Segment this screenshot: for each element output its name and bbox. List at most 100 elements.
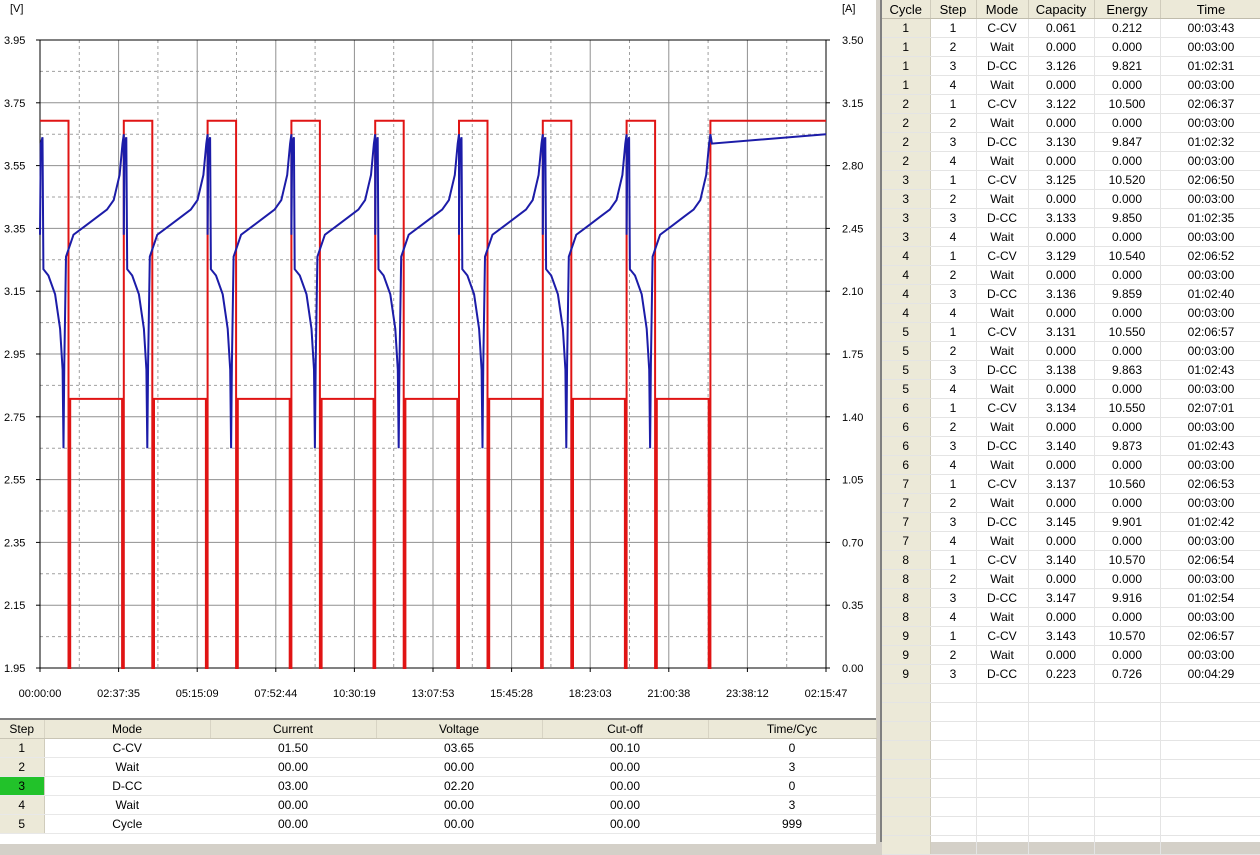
result-row[interactable]: 8 1 C-CV 3.140 10.570 02:06:54	[882, 550, 1260, 570]
step-index-cell[interactable]: 5	[0, 814, 45, 834]
result-row[interactable]: 4 1 C-CV 3.129 10.540 02:06:52	[882, 246, 1260, 266]
result-col-header[interactable]: Capacity	[1028, 0, 1095, 19]
result-row[interactable]: 7 1 C-CV 3.137 10.560 02:06:53	[882, 474, 1260, 494]
result-row[interactable]: 2 4 Wait 0.000 0.000 00:03:00	[882, 151, 1260, 171]
result-row[interactable]: 8 4 Wait 0.000 0.000 00:03:00	[882, 607, 1260, 627]
step-cell[interactable]: 0	[708, 738, 876, 758]
result-row[interactable]: 1 3 D-CC 3.126 9.821 01:02:31	[882, 56, 1260, 76]
step-cell[interactable]: 03.65	[376, 738, 542, 758]
left-tick-label: 2.15	[4, 600, 25, 612]
step-cell[interactable]: Wait	[44, 795, 210, 815]
result-row[interactable]: 7 3 D-CC 3.145 9.901 01:02:42	[882, 512, 1260, 532]
step-index-cell[interactable]: 3	[0, 776, 45, 796]
step-cell[interactable]: 0	[708, 776, 876, 796]
step-cell[interactable]: 00.00	[376, 814, 542, 834]
step-row[interactable]: 4 Wait 00.00 00.00 00.00 3	[0, 795, 876, 815]
result-row[interactable]: 2 1 C-CV 3.122 10.500 02:06:37	[882, 94, 1260, 114]
result-col-header[interactable]: Energy	[1094, 0, 1161, 19]
result-cell: 1	[882, 18, 931, 38]
result-cell: 3	[930, 588, 977, 608]
result-cell: 7	[882, 512, 931, 532]
result-row[interactable]: 4 2 Wait 0.000 0.000 00:03:00	[882, 265, 1260, 285]
step-cell[interactable]: 00.00	[376, 757, 542, 777]
result-col-header[interactable]: Time	[1160, 0, 1260, 19]
result-row[interactable]: 3 1 C-CV 3.125 10.520 02:06:50	[882, 170, 1260, 190]
result-cell: 00:03:00	[1160, 379, 1260, 399]
result-row[interactable]: 6 4 Wait 0.000 0.000 00:03:00	[882, 455, 1260, 475]
step-col-header[interactable]: Step	[0, 720, 45, 739]
result-row[interactable]: 9 1 C-CV 3.143 10.570 02:06:57	[882, 626, 1260, 646]
step-cell[interactable]: 3	[708, 795, 876, 815]
result-row[interactable]: 8 2 Wait 0.000 0.000 00:03:00	[882, 569, 1260, 589]
result-row[interactable]: 1 4 Wait 0.000 0.000 00:03:00	[882, 75, 1260, 95]
result-cell: 1	[930, 626, 977, 646]
result-row[interactable]: 7 4 Wait 0.000 0.000 00:03:00	[882, 531, 1260, 551]
voltage-current-chart[interactable]: [V] [A] 3.95 3.75 3.55 3.35 3.15 2.95 2.75 2.55 2.…	[0, 0, 876, 718]
step-cell[interactable]: 00.00	[542, 757, 708, 777]
result-cell: 0.000	[1028, 493, 1095, 513]
result-row[interactable]: 5 3 D-CC 3.138 9.863 01:02:43	[882, 360, 1260, 380]
result-col-header[interactable]: Step	[930, 0, 977, 19]
result-row[interactable]: 5 1 C-CV 3.131 10.550 02:06:57	[882, 322, 1260, 342]
result-row[interactable]: 9 3 D-CC 0.223 0.726 00:04:29	[882, 664, 1260, 684]
step-cell[interactable]: Cycle	[44, 814, 210, 834]
result-row[interactable]: 4 3 D-CC 3.136 9.859 01:02:40	[882, 284, 1260, 304]
step-cell[interactable]: 00.00	[210, 757, 376, 777]
result-cell: 2	[882, 94, 931, 114]
result-row[interactable]: 3 3 D-CC 3.133 9.850 01:02:35	[882, 208, 1260, 228]
result-row[interactable]: 6 3 D-CC 3.140 9.873 01:02:43	[882, 436, 1260, 456]
step-cell[interactable]: 00.10	[542, 738, 708, 758]
step-index-cell[interactable]: 4	[0, 795, 45, 815]
result-row[interactable]: 5 2 Wait 0.000 0.000 00:03:00	[882, 341, 1260, 361]
result-row[interactable]: 9 2 Wait 0.000 0.000 00:03:00	[882, 645, 1260, 665]
step-col-header[interactable]: Cut-off	[542, 720, 709, 739]
result-empty-cell	[1094, 683, 1161, 703]
step-cell[interactable]: 00.00	[542, 776, 708, 796]
result-row[interactable]: 1 1 C-CV 0.061 0.212 00:03:43	[882, 18, 1260, 38]
step-cell[interactable]: C-CV	[44, 738, 210, 758]
result-cell: 0.000	[1094, 75, 1161, 95]
step-cell[interactable]: 03.00	[210, 776, 376, 796]
step-col-header[interactable]: Voltage	[376, 720, 543, 739]
result-cell: 10.560	[1094, 474, 1161, 494]
result-cell: 02:06:52	[1160, 246, 1260, 266]
result-row[interactable]: 2 2 Wait 0.000 0.000 00:03:00	[882, 113, 1260, 133]
step-cell[interactable]: D-CC	[44, 776, 210, 796]
result-cell: 3.136	[1028, 284, 1095, 304]
result-row[interactable]: 2 3 D-CC 3.130 9.847 01:02:32	[882, 132, 1260, 152]
step-row[interactable]: 3 D-CC 03.00 02.20 00.00 0	[0, 776, 876, 796]
result-cell: Wait	[976, 455, 1029, 475]
result-row[interactable]: 4 4 Wait 0.000 0.000 00:03:00	[882, 303, 1260, 323]
result-row[interactable]: 5 4 Wait 0.000 0.000 00:03:00	[882, 379, 1260, 399]
step-row[interactable]: 2 Wait 00.00 00.00 00.00 3	[0, 757, 876, 777]
step-index-cell[interactable]: 2	[0, 757, 45, 777]
step-cell[interactable]: 00.00	[376, 795, 542, 815]
step-cell[interactable]: 00.00	[542, 814, 708, 834]
result-col-header[interactable]: Cycle	[882, 0, 931, 19]
result-row[interactable]: 3 4 Wait 0.000 0.000 00:03:00	[882, 227, 1260, 247]
step-cell[interactable]: 00.00	[210, 814, 376, 834]
step-cell[interactable]: 00.00	[210, 795, 376, 815]
result-row[interactable]: 3 2 Wait 0.000 0.000 00:03:00	[882, 189, 1260, 209]
step-cell[interactable]: 999	[708, 814, 876, 834]
step-cell[interactable]: Wait	[44, 757, 210, 777]
result-cell: 9.901	[1094, 512, 1161, 532]
step-col-header[interactable]: Mode	[44, 720, 211, 739]
step-index-cell[interactable]: 1	[0, 738, 45, 758]
step-row[interactable]: 1 C-CV 01.50 03.65 00.10 0	[0, 738, 876, 758]
step-col-header[interactable]: Time/Cyc	[708, 720, 877, 739]
step-cell[interactable]: 3	[708, 757, 876, 777]
result-row[interactable]: 8 3 D-CC 3.147 9.916 01:02:54	[882, 588, 1260, 608]
step-row[interactable]: 5 Cycle 00.00 00.00 00.00 999	[0, 814, 876, 834]
result-row[interactable]: 6 2 Wait 0.000 0.000 00:03:00	[882, 417, 1260, 437]
result-row[interactable]: 1 2 Wait 0.000 0.000 00:03:00	[882, 37, 1260, 57]
result-row[interactable]: 7 2 Wait 0.000 0.000 00:03:00	[882, 493, 1260, 513]
step-cell[interactable]: 02.20	[376, 776, 542, 796]
step-cell[interactable]: 01.50	[210, 738, 376, 758]
result-col-header[interactable]: Mode	[976, 0, 1029, 19]
result-row[interactable]: 6 1 C-CV 3.134 10.550 02:07:01	[882, 398, 1260, 418]
result-empty-cell	[930, 740, 977, 760]
step-col-header[interactable]: Current	[210, 720, 377, 739]
step-cell[interactable]: 00.00	[542, 795, 708, 815]
result-cell: 0.000	[1094, 303, 1161, 323]
